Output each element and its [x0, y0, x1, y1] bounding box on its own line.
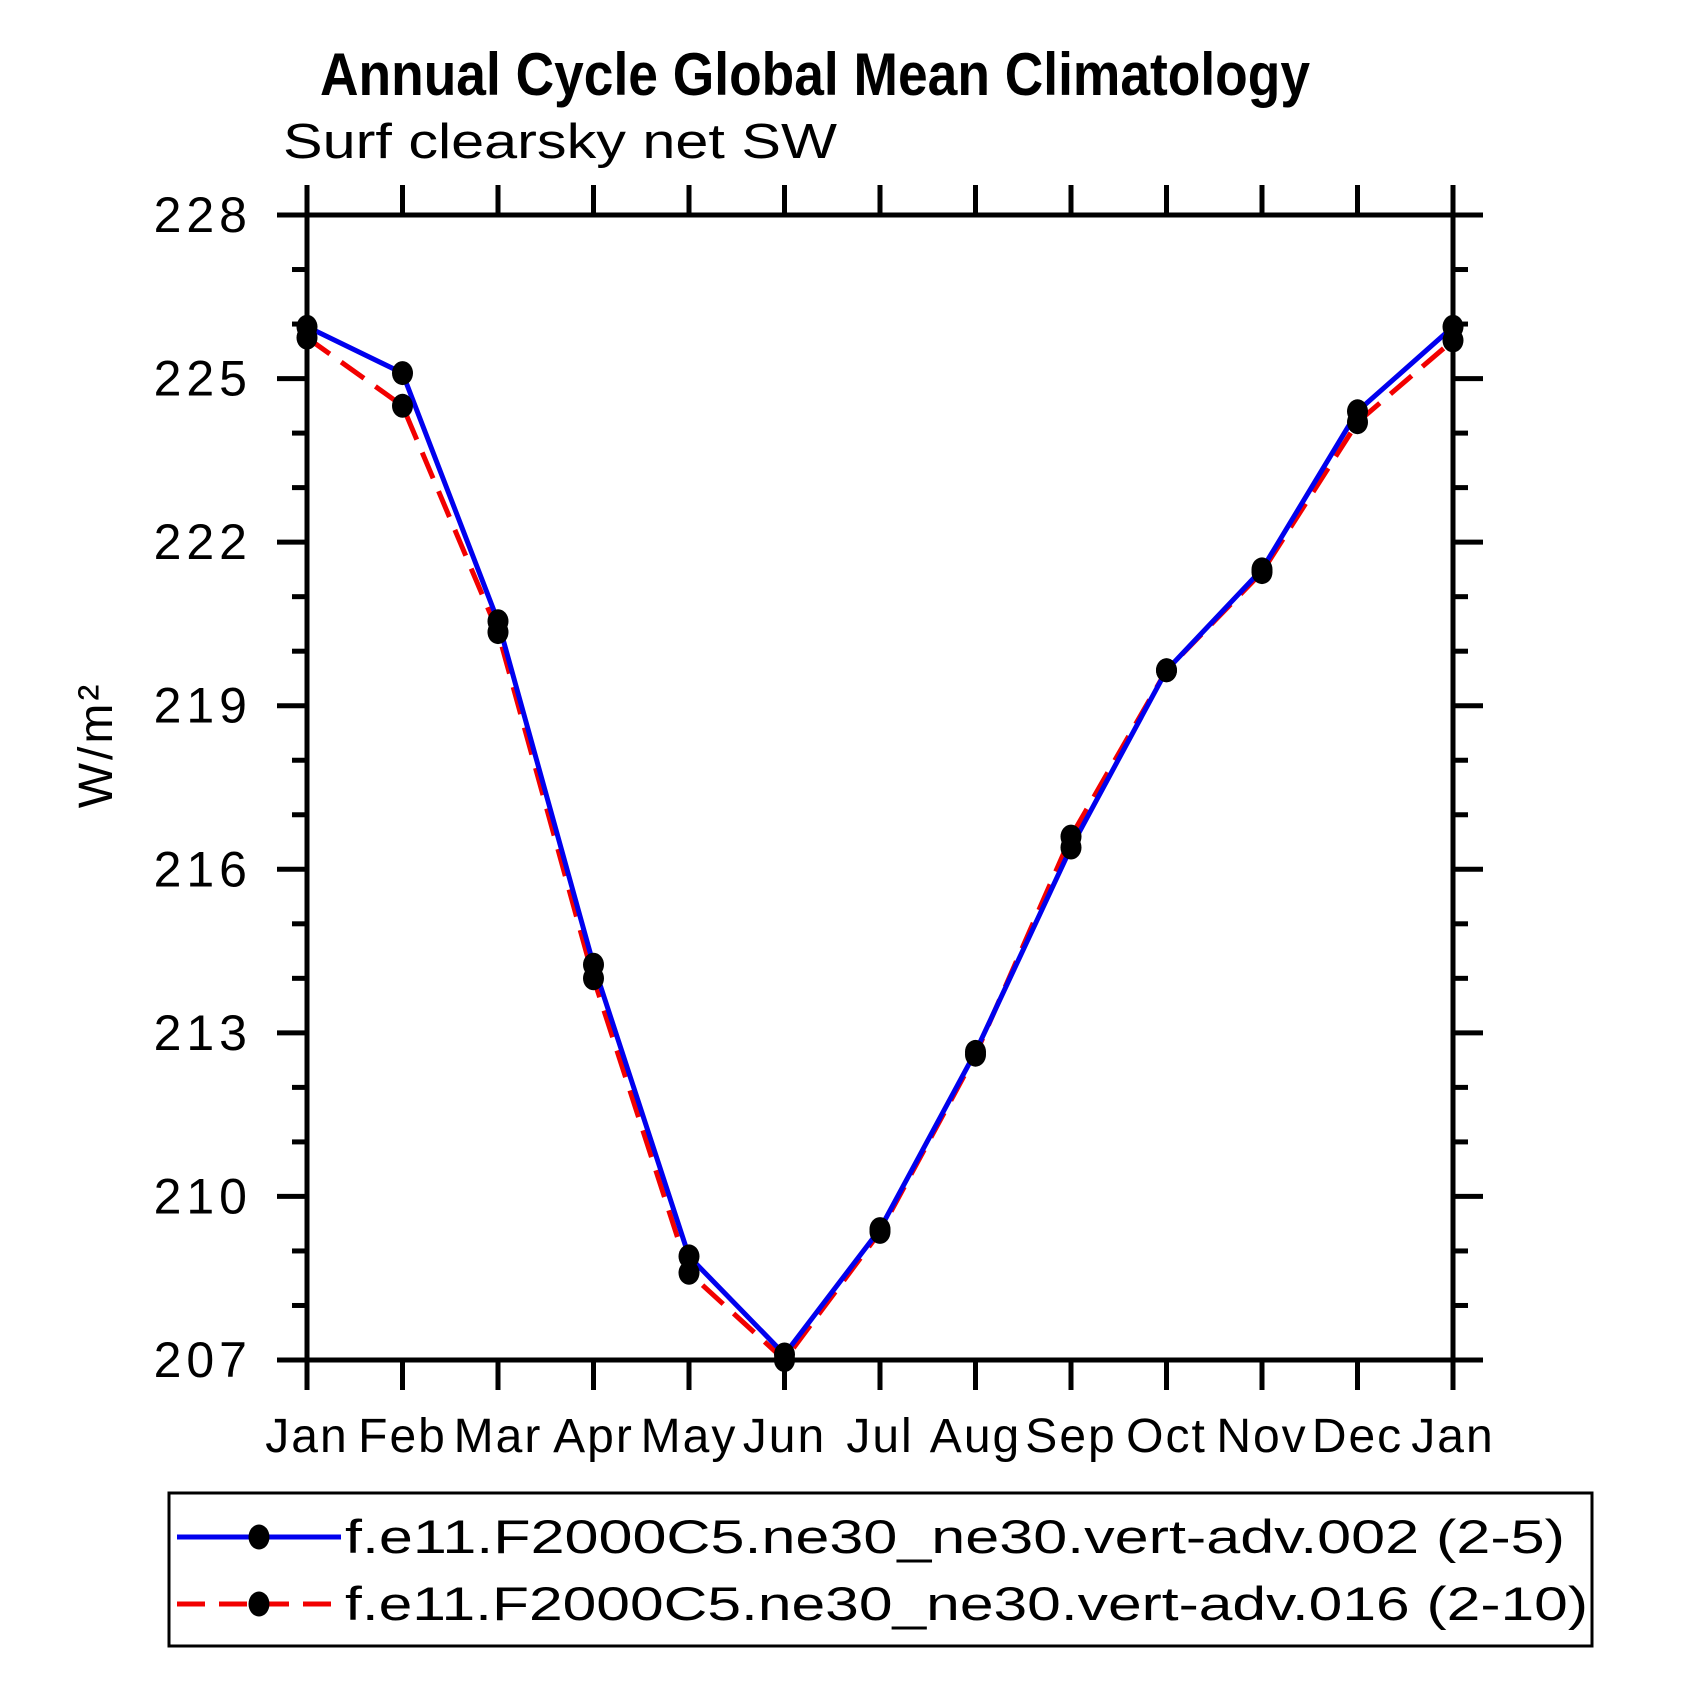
- data-point-marker: [1347, 399, 1368, 424]
- data-point-marker: [583, 952, 604, 977]
- x-tick-label: Jan: [265, 1410, 348, 1463]
- data-point-marker: [296, 314, 318, 339]
- x-tick-label: Dec: [1312, 1410, 1403, 1463]
- data-point-marker: [1060, 835, 1082, 860]
- y-axis-label: W/m²: [70, 682, 123, 809]
- data-point-marker: [392, 393, 413, 418]
- plot-frame: [304, 212, 1456, 1363]
- x-tick-label: Oct: [1126, 1410, 1207, 1463]
- data-point-marker: [869, 1217, 891, 1242]
- legend-marker: [248, 1591, 270, 1617]
- series-line-dashed: [305, 335, 1455, 1364]
- y-tick-label: 219: [154, 678, 252, 734]
- legend-marker: [248, 1524, 270, 1550]
- y-tick-label: 207: [154, 1332, 252, 1388]
- data-point-marker: [774, 1342, 795, 1367]
- series-line-solid: [305, 324, 1455, 1359]
- y-tick-label: 228: [154, 187, 252, 243]
- x-tick-label: Feb: [358, 1410, 447, 1463]
- y-tick-label: 213: [154, 1005, 252, 1061]
- data-point-marker: [678, 1244, 700, 1269]
- chart-subtitle: Surf clearsky net SW: [283, 115, 838, 169]
- data-point-marker: [487, 609, 509, 634]
- x-tick-label: May: [641, 1410, 738, 1463]
- legend-label: f.e11.F2000C5.ne30_ne30.vert-adv.002 (2-…: [345, 1510, 1565, 1563]
- data-point-marker: [1442, 314, 1464, 339]
- data-point-marker: [965, 1039, 986, 1064]
- y-tick-label: 216: [154, 841, 252, 897]
- chart-title: Annual Cycle Global Mean Climatology: [320, 41, 1311, 108]
- legend: f.e11.F2000C5.ne30_ne30.vert-adv.002 (2-…: [167, 1491, 1594, 1648]
- y-tick-label: 222: [154, 514, 252, 570]
- x-tick-label: Jan: [1411, 1410, 1494, 1463]
- legend-box: [167, 1491, 1594, 1648]
- x-tick-label: Jun: [743, 1410, 826, 1463]
- legend-label: f.e11.F2000C5.ne30_ne30.vert-adv.016 (2-…: [345, 1577, 1588, 1630]
- data-point-marker: [678, 1260, 700, 1285]
- y-tick-label: 225: [154, 351, 252, 407]
- x-tick-label: Aug: [930, 1410, 1021, 1463]
- data-point-marker: [392, 361, 413, 386]
- x-tick-label: Sep: [1025, 1410, 1116, 1463]
- x-tick-label: Apr: [553, 1410, 634, 1463]
- x-tick-label: Jul: [846, 1410, 913, 1463]
- data-point-marker: [1251, 557, 1273, 582]
- x-tick-label: Nov: [1216, 1410, 1307, 1463]
- x-tick-label: Mar: [454, 1410, 543, 1463]
- data-point-marker: [1156, 658, 1177, 683]
- y-tick-label: 210: [154, 1168, 252, 1224]
